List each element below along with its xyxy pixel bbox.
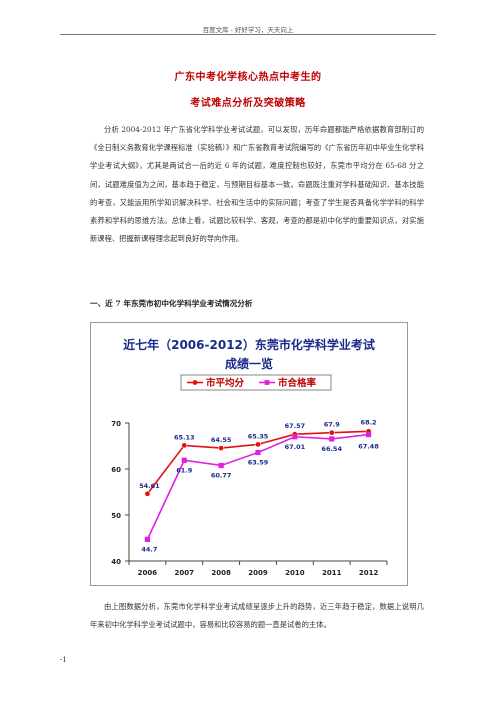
legend-box xyxy=(180,374,332,391)
point-marker xyxy=(144,536,151,542)
legend-swatch-marker xyxy=(264,380,270,385)
data-label: 68.2 xyxy=(361,418,377,426)
data-label: 66.54 xyxy=(321,445,342,453)
chart-axes: 40 50 60 70 2006 2007 2008 2009 2010 2011 2012 xyxy=(111,420,388,577)
score-chart: 近七年（2006-2012）东莞市化学科学业考试 成绩一览 市平均分 市合格率 4… xyxy=(90,322,408,586)
data-label: 67.57 xyxy=(285,422,306,430)
y-tick-label: 60 xyxy=(111,466,121,474)
chart-title-line1: 近七年（2006-2012）东莞市化学科学业考试 xyxy=(123,337,375,352)
point-marker xyxy=(181,457,187,463)
data-label: 65.13 xyxy=(174,433,195,441)
data-label: 44.7 xyxy=(141,545,157,553)
data-label: 63.59 xyxy=(248,458,269,466)
point-marker xyxy=(144,490,151,497)
point-marker xyxy=(365,431,372,438)
document-title-line1: 广东中考化学核心热点中考生的 xyxy=(174,72,322,83)
document-title-line2: 考试难点分析及突破策略 xyxy=(190,98,306,109)
x-tick-label: 2010 xyxy=(285,569,305,577)
y-tick-label: 50 xyxy=(111,512,121,520)
data-label: 67.48 xyxy=(358,443,379,451)
legend-label: 市合格率 xyxy=(278,377,317,389)
data-label: 60.77 xyxy=(211,471,232,479)
data-label: 64.55 xyxy=(211,436,232,444)
point-marker xyxy=(218,445,224,451)
point-marker xyxy=(218,462,224,469)
data-label: 54.61 xyxy=(139,482,160,490)
header-divider xyxy=(60,34,436,35)
page-header: 百度文库 - 好好学习，天天向上 xyxy=(202,26,294,34)
x-tick-label: 2009 xyxy=(248,569,268,577)
data-label: 67.9 xyxy=(324,421,341,429)
data-label: 67.01 xyxy=(285,443,306,451)
legend-label: 市平均分 xyxy=(206,377,245,389)
y-tick-label: 40 xyxy=(111,558,121,566)
score-chart-svg: 近七年（2006-2012）东莞市化学科学业考试 成绩一览 市平均分 市合格率 4… xyxy=(111,337,388,577)
page-number: -1 xyxy=(60,656,67,664)
chart-title-line2: 成绩一览 xyxy=(225,356,273,371)
point-marker xyxy=(255,441,261,448)
x-tick-label: 2011 xyxy=(322,569,342,577)
chart-plot: 54.61 65.13 64.55 65.35 67.57 67.9 68.2 44.7 61.… xyxy=(139,418,379,553)
intro-paragraph: 分析 2004-2012 年广东省化学科学业考试试题，可以发现，历年命题都能严格… xyxy=(90,125,424,244)
x-tick-label: 2012 xyxy=(359,569,379,577)
x-tick-label: 2008 xyxy=(211,569,231,577)
data-label: 65.35 xyxy=(248,432,269,440)
data-label: 61.9 xyxy=(176,466,193,474)
point-marker xyxy=(255,449,261,456)
legend-swatch-marker xyxy=(192,380,198,385)
point-marker xyxy=(329,436,335,442)
point-marker xyxy=(292,434,298,440)
analysis-paragraph: 由上图数据分析，东莞市化学科学业考试成绩呈逐步上升的趋势，近三年趋于稳定，数据上… xyxy=(90,602,424,630)
point-marker xyxy=(181,442,188,449)
x-tick-label: 2006 xyxy=(138,569,158,577)
chart-legend: 市平均分 市合格率 xyxy=(180,374,332,391)
section-heading: 一、近 7 年东莞市初中化学科学业考试情况分析 xyxy=(90,299,253,308)
y-tick-label: 70 xyxy=(111,420,121,428)
point-marker xyxy=(328,429,335,436)
x-tick-label: 2007 xyxy=(175,569,195,577)
